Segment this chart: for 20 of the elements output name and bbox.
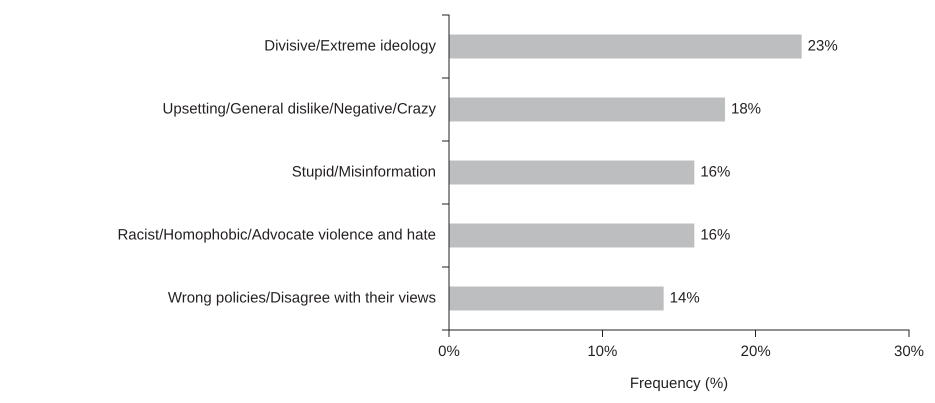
y-tick-label: Racist/Homophobic/Advocate violence and hate bbox=[117, 226, 436, 244]
bar bbox=[450, 224, 694, 248]
data-label: 16% bbox=[700, 164, 730, 181]
data-label: 14% bbox=[670, 290, 700, 307]
bar bbox=[450, 160, 694, 184]
data-label: 18% bbox=[731, 100, 762, 118]
y-tick-label: Wrong policies/Disagree with their views bbox=[168, 290, 436, 307]
x-tick-label: 20% bbox=[740, 343, 771, 360]
y-tick-label: Upsetting/General dislike/Negative/Crazy bbox=[162, 100, 436, 118]
data-label: 23% bbox=[808, 38, 838, 55]
x-tick-label: 30% bbox=[894, 343, 924, 360]
x-tick-label: 0% bbox=[438, 343, 460, 360]
x-axis-title: Frequency (%) bbox=[630, 375, 728, 392]
y-tick-label: Divisive/Extreme ideology bbox=[264, 38, 436, 55]
bar bbox=[450, 98, 725, 122]
x-tick-label: 10% bbox=[587, 343, 618, 360]
bar bbox=[450, 34, 802, 58]
bar bbox=[450, 286, 664, 310]
data-label: 16% bbox=[700, 226, 730, 244]
y-tick-label: Stupid/Misinformation bbox=[292, 164, 436, 181]
